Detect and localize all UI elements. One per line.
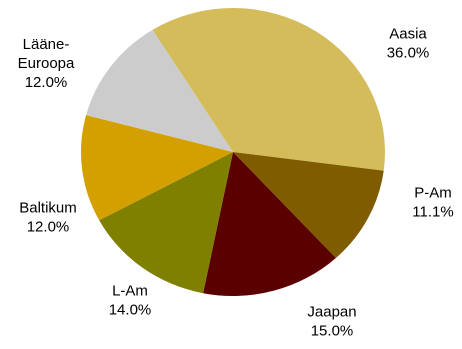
pie-value-label: 36.0%: [387, 45, 430, 62]
pie-value-label: 12.0%: [25, 74, 68, 91]
pie-label-l-am: L-Am 14.0%: [109, 283, 152, 319]
pie-value-label: 11.1%: [412, 204, 453, 221]
pie-labels: Aasia 36.0% P-Am 11.1% Jaapan 15.0% L-Am 14.0% B…: [18, 26, 454, 340]
pie-category-label: Baltikum: [19, 200, 77, 217]
pie-category-label: Lääne-: [23, 36, 70, 53]
pie-category-label: L-Am: [112, 283, 148, 300]
pie-slice-lääne-euroopa: [86, 29, 233, 153]
pie-label-p-am: P-Am 11.1%: [412, 185, 453, 221]
pie-value-label: 15.0%: [311, 323, 354, 340]
pie-slice-baltikum: [80, 115, 233, 221]
pie-category-label: Euroopa: [18, 55, 75, 72]
pie-slice-l-am: [99, 152, 234, 294]
pie-slice-jaapan: [203, 152, 336, 296]
pie-category-label: Aasia: [389, 26, 427, 43]
pie-value-label: 14.0%: [109, 302, 152, 319]
pie-label-jaapan: Jaapan 15.0%: [307, 304, 356, 340]
pie-category-label: Jaapan: [307, 304, 356, 321]
pie-slices: [80, 7, 386, 296]
pie-label-baltikum: Baltikum 12.0%: [19, 200, 77, 236]
pie-slice-p-am: [233, 152, 384, 258]
pie-category-label: P-Am: [414, 185, 452, 202]
pie-label-aasia: Aasia 36.0%: [387, 26, 430, 62]
pie-slice-aasia: [152, 7, 386, 171]
pie-label-lääne-euroopa: Lääne- Euroopa 12.0%: [18, 36, 75, 91]
pie-value-label: 12.0%: [27, 219, 70, 236]
